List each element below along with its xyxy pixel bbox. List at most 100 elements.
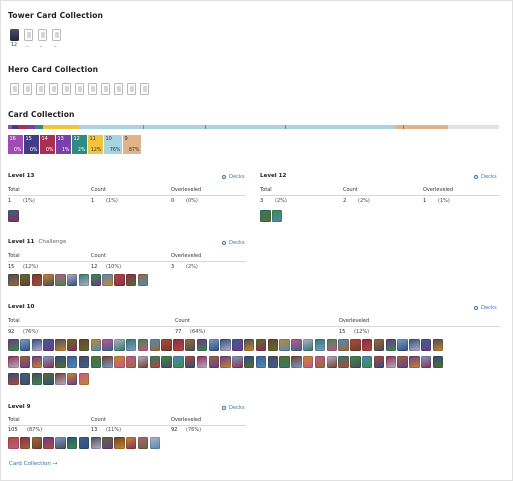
hero-card-locked-icon[interactable]	[114, 83, 123, 95]
card-icon[interactable]	[90, 356, 102, 368]
card-icon[interactable]	[326, 339, 338, 351]
card-icon[interactable]	[31, 437, 43, 449]
card-icon[interactable]	[19, 339, 31, 351]
card-icon[interactable]	[78, 373, 90, 385]
hero-card-locked-icon[interactable]	[23, 83, 32, 95]
level-10-decks-link[interactable]: Decks	[474, 305, 497, 311]
card-icon[interactable]	[66, 339, 78, 351]
card-icon[interactable]	[19, 437, 31, 449]
card-icon[interactable]	[137, 437, 149, 449]
card-icon[interactable]	[66, 274, 78, 286]
card-icon[interactable]	[302, 356, 314, 368]
card-icon[interactable]	[409, 356, 420, 368]
card-icon[interactable]	[373, 339, 385, 351]
card-icon[interactable]	[350, 339, 361, 351]
hero-card-locked-icon[interactable]	[62, 83, 71, 95]
card-icon[interactable]	[161, 356, 172, 368]
card-icon[interactable]	[432, 356, 444, 368]
card-icon[interactable]	[102, 356, 113, 368]
card-icon[interactable]	[78, 356, 90, 368]
card-icon[interactable]	[43, 373, 54, 385]
card-icon[interactable]	[196, 356, 208, 368]
card-icon[interactable]	[361, 356, 373, 368]
card-icon[interactable]	[208, 356, 220, 368]
card-icon[interactable]	[196, 339, 208, 351]
card-icon[interactable]	[420, 356, 432, 368]
card-icon[interactable]	[255, 339, 267, 351]
card-icon[interactable]	[137, 339, 149, 351]
card-icon[interactable]	[125, 437, 137, 449]
card-icon[interactable]	[208, 339, 220, 351]
card-icon[interactable]	[43, 339, 54, 351]
hero-card-locked-icon[interactable]	[88, 83, 97, 95]
card-icon[interactable]	[149, 437, 161, 449]
card-icon[interactable]	[271, 210, 283, 222]
card-icon[interactable]	[267, 339, 279, 351]
card-icon[interactable]	[397, 339, 408, 351]
card-icon[interactable]	[8, 210, 19, 222]
card-icon[interactable]	[66, 356, 78, 368]
level-12-decks-link[interactable]: Decks	[474, 174, 497, 180]
card-icon[interactable]	[114, 356, 125, 368]
card-icon[interactable]	[102, 437, 113, 449]
card-icon[interactable]	[31, 339, 43, 351]
card-icon[interactable]	[314, 356, 326, 368]
card-icon[interactable]	[279, 339, 290, 351]
hero-card-locked-icon[interactable]	[127, 83, 136, 95]
card-icon[interactable]	[137, 356, 149, 368]
card-icon[interactable]	[149, 339, 161, 351]
card-icon[interactable]	[432, 339, 444, 351]
hero-card-locked-icon[interactable]	[101, 83, 110, 95]
card-icon[interactable]	[125, 274, 137, 286]
card-icon[interactable]	[55, 356, 66, 368]
card-icon[interactable]	[397, 356, 408, 368]
card-icon[interactable]	[267, 356, 279, 368]
card-icon[interactable]	[260, 210, 271, 222]
card-icon[interactable]	[43, 274, 54, 286]
card-icon[interactable]	[338, 339, 349, 351]
card-icon[interactable]	[125, 356, 137, 368]
card-icon[interactable]	[314, 339, 326, 351]
card-icon[interactable]	[291, 356, 302, 368]
card-icon[interactable]	[361, 339, 373, 351]
card-icon[interactable]	[385, 356, 396, 368]
tower-card-icon[interactable]	[10, 29, 19, 41]
card-icon[interactable]	[90, 339, 102, 351]
card-icon[interactable]	[114, 437, 125, 449]
card-icon[interactable]	[31, 356, 43, 368]
card-icon[interactable]	[19, 356, 31, 368]
card-icon[interactable]	[243, 356, 255, 368]
hero-card-locked-icon[interactable]	[140, 83, 149, 95]
card-icon[interactable]	[302, 339, 314, 351]
card-icon[interactable]	[43, 437, 54, 449]
tower-card-locked-icon[interactable]	[24, 29, 33, 41]
level-9-decks-link[interactable]: Decks	[222, 405, 245, 411]
card-icon[interactable]	[149, 356, 161, 368]
card-icon[interactable]	[102, 339, 113, 351]
card-icon[interactable]	[125, 339, 137, 351]
card-icon[interactable]	[55, 339, 66, 351]
card-icon[interactable]	[326, 356, 338, 368]
card-icon[interactable]	[243, 339, 255, 351]
card-icon[interactable]	[8, 339, 19, 351]
card-icon[interactable]	[161, 339, 172, 351]
hero-card-locked-icon[interactable]	[36, 83, 45, 95]
card-icon[interactable]	[31, 274, 43, 286]
card-icon[interactable]	[184, 356, 196, 368]
card-icon[interactable]	[19, 274, 31, 286]
card-icon[interactable]	[90, 274, 102, 286]
tower-card-locked-icon[interactable]	[52, 29, 61, 41]
hero-card-locked-icon[interactable]	[75, 83, 84, 95]
card-icon[interactable]	[291, 339, 302, 351]
card-icon[interactable]	[55, 437, 66, 449]
card-icon[interactable]	[385, 339, 396, 351]
card-collection-link[interactable]: Card Collection →	[9, 461, 58, 467]
card-icon[interactable]	[373, 356, 385, 368]
card-icon[interactable]	[55, 274, 66, 286]
card-icon[interactable]	[19, 373, 31, 385]
hero-card-locked-icon[interactable]	[10, 83, 19, 95]
level-13-decks-link[interactable]: Decks	[222, 174, 245, 180]
card-icon[interactable]	[102, 274, 113, 286]
card-icon[interactable]	[31, 373, 43, 385]
tower-card-locked-icon[interactable]	[38, 29, 47, 41]
